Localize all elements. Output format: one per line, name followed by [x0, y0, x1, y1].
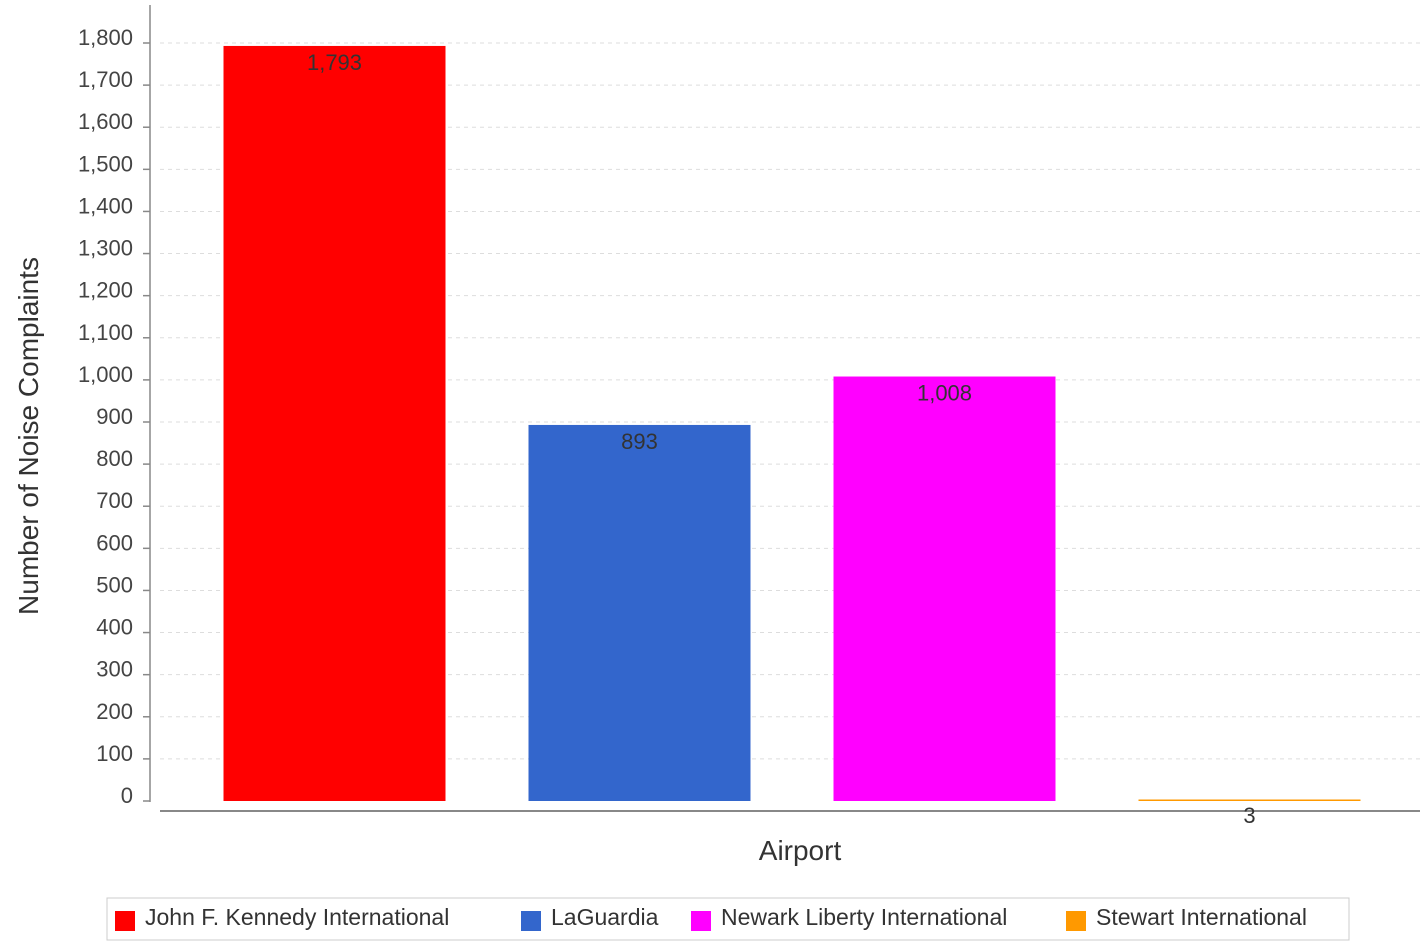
- y-tick-label: 100: [96, 741, 133, 766]
- legend-item[interactable]: LaGuardia: [521, 904, 659, 931]
- data-label: 893: [621, 429, 658, 454]
- data-labels: 1,793 893 1,008 3: [307, 50, 1256, 828]
- bar[interactable]: [528, 424, 751, 801]
- y-tick-label: 300: [96, 657, 133, 682]
- bar[interactable]: [833, 376, 1056, 801]
- y-tick-label: 1,500: [78, 151, 133, 176]
- y-tick-label: 1,600: [78, 109, 133, 134]
- bar[interactable]: [223, 45, 446, 802]
- x-axis-title: Airport: [759, 835, 842, 866]
- y-tick-label: 600: [96, 530, 133, 555]
- y-tick-label: 700: [96, 488, 133, 513]
- legend: John F. Kennedy International LaGuardia Ne…: [106, 897, 1350, 941]
- legend-label: Newark Liberty International: [721, 904, 1007, 930]
- legend-swatch: [691, 911, 711, 931]
- legend-label: LaGuardia: [551, 904, 659, 930]
- bars: [223, 45, 1361, 802]
- y-tick-label: 500: [96, 572, 133, 597]
- y-tick-label: 200: [96, 699, 133, 724]
- y-tick-label: 1,300: [78, 236, 133, 261]
- y-tick-label: 1,000: [78, 362, 133, 387]
- legend-box: [106, 897, 1350, 941]
- legend-label: John F. Kennedy International: [145, 904, 449, 930]
- y-tick-label: 1,400: [78, 193, 133, 218]
- y-tick-label: 1,100: [78, 320, 133, 345]
- y-tick-label: 800: [96, 446, 133, 471]
- legend-item[interactable]: Stewart International: [1066, 904, 1307, 931]
- y-axis-ticks: 0 100 200 300 400 500 600 700 800 900 1,000 1,100 1,…: [78, 25, 150, 808]
- y-tick-label: 1,200: [78, 278, 133, 303]
- legend-swatch: [1066, 911, 1086, 931]
- legend-swatch: [115, 911, 135, 931]
- data-label: 3: [1243, 803, 1255, 828]
- legend-item[interactable]: Newark Liberty International: [691, 904, 1007, 931]
- y-tick-label: 1,800: [78, 25, 133, 50]
- legend-item[interactable]: John F. Kennedy International: [115, 904, 449, 931]
- data-label: 1,008: [917, 381, 972, 406]
- legend-swatch: [521, 911, 541, 931]
- y-tick-label: 0: [121, 783, 133, 808]
- bar[interactable]: [1138, 799, 1361, 802]
- legend-label: Stewart International: [1096, 904, 1307, 930]
- y-tick-label: 1,700: [78, 67, 133, 92]
- y-axis-title: Number of Noise Complaints: [13, 257, 44, 615]
- y-tick-label: 400: [96, 615, 133, 640]
- y-tick-label: 900: [96, 404, 133, 429]
- data-label: 1,793: [307, 50, 362, 75]
